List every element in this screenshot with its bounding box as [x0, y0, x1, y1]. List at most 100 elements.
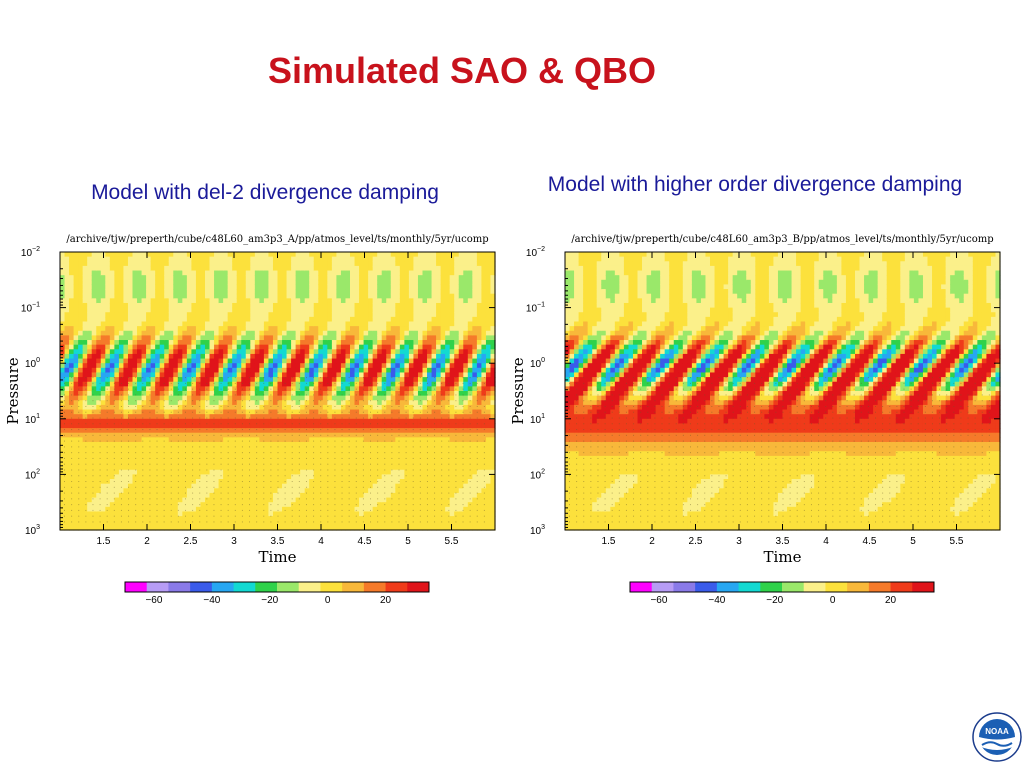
heatmap-cell	[295, 432, 301, 438]
heatmap-cell	[404, 279, 410, 286]
heatmap-cell	[155, 492, 161, 499]
heatmap-cell	[159, 460, 165, 466]
heatmap-cell	[69, 400, 75, 406]
heatmap-cell	[127, 289, 134, 295]
heatmap-cell	[313, 400, 319, 406]
heatmap-cell	[64, 502, 70, 508]
heatmap-cell	[277, 492, 283, 499]
heatmap-cell	[350, 511, 356, 517]
heatmap-cell	[250, 256, 256, 262]
heatmap-cell	[268, 497, 274, 503]
heatmap-cell	[186, 344, 193, 350]
heatmap-cell	[123, 275, 129, 281]
heatmap-cell	[350, 293, 356, 299]
heatmap-cell	[331, 395, 338, 401]
heatmap-cell	[431, 400, 437, 406]
heatmap-cell	[408, 256, 415, 262]
heatmap-cell	[91, 404, 97, 411]
heatmap-cell	[422, 409, 428, 415]
heatmap-cell	[241, 293, 247, 299]
heatmap-cell	[164, 395, 170, 401]
heatmap-cell	[146, 460, 152, 466]
heatmap-cell	[118, 284, 125, 290]
heatmap-cell	[386, 302, 392, 309]
heatmap-cell	[291, 446, 297, 452]
heatmap-cell	[132, 344, 138, 350]
heatmap-cell	[340, 335, 347, 341]
heatmap-cell	[336, 344, 342, 350]
heatmap-cell	[177, 367, 183, 374]
heatmap-cell	[427, 358, 433, 364]
heatmap-cell	[146, 256, 152, 262]
heatmap-cell	[168, 502, 174, 508]
heatmap-cell	[259, 377, 265, 383]
heatmap-cell	[182, 432, 188, 438]
heatmap-cell	[191, 474, 197, 480]
heatmap-cell	[381, 381, 387, 387]
heatmap-cell	[150, 363, 156, 369]
heatmap-cell	[241, 256, 247, 262]
heatmap-cell	[309, 326, 315, 332]
heatmap-cell	[132, 502, 138, 508]
heatmap-cell	[100, 460, 106, 466]
heatmap-cell	[141, 395, 147, 401]
heatmap-cell	[96, 492, 102, 499]
heatmap-cell	[82, 497, 88, 503]
heatmap-cell	[82, 312, 88, 318]
heatmap-cell	[132, 506, 138, 513]
heatmap-cell	[381, 520, 387, 526]
heatmap-cell	[91, 372, 97, 378]
heatmap-cell	[386, 298, 392, 304]
heatmap-cell	[118, 312, 125, 318]
heatmap-cell	[209, 516, 215, 522]
heatmap-cell	[205, 298, 211, 304]
heatmap-cell	[340, 497, 347, 503]
heatmap-cell	[159, 358, 165, 364]
heatmap-cell	[345, 488, 351, 494]
heatmap-cell	[395, 270, 401, 276]
heatmap-cell	[359, 391, 365, 397]
heatmap-cell	[69, 525, 75, 531]
heatmap-cell	[259, 349, 265, 355]
heatmap-cell	[236, 432, 242, 438]
heatmap-cell	[146, 367, 152, 374]
heatmap-cell	[127, 316, 134, 323]
heatmap-cell	[313, 326, 319, 332]
heatmap-cell	[431, 363, 437, 369]
heatmap-cell	[322, 321, 328, 327]
heatmap-cell	[422, 414, 428, 420]
heatmap-cell	[82, 307, 88, 313]
heatmap-cell	[182, 497, 188, 503]
heatmap-cell	[359, 270, 365, 276]
heatmap-cell	[164, 293, 170, 299]
heatmap-cell	[118, 455, 125, 462]
heatmap-cell	[164, 409, 170, 415]
heatmap-cell	[431, 483, 437, 489]
heatmap-cell	[386, 432, 392, 438]
heatmap-cell	[282, 465, 288, 471]
heatmap-cell	[186, 418, 193, 425]
heatmap-cell	[250, 321, 256, 327]
heatmap-cell	[431, 418, 437, 425]
heatmap-cell	[263, 298, 270, 304]
file-path-label: /archive/tjw/preperth/cube/c48L60_am3p3_…	[66, 234, 488, 245]
heatmap-cell	[191, 465, 197, 471]
heatmap-cell	[114, 321, 120, 327]
heatmap-cell	[291, 298, 297, 304]
heatmap-cell	[263, 418, 270, 425]
heatmap-cell	[186, 520, 193, 526]
heatmap-cell	[286, 340, 292, 346]
heatmap-cell	[322, 506, 328, 513]
heatmap-cell	[386, 506, 392, 513]
heatmap-cell	[381, 358, 387, 364]
heatmap-cell	[345, 335, 351, 341]
heatmap-cell	[132, 353, 138, 360]
heatmap-cell	[263, 479, 270, 485]
heatmap-cell	[345, 293, 351, 299]
heatmap-cell	[372, 418, 378, 425]
heatmap-cell	[141, 256, 147, 262]
heatmap-cell	[109, 409, 115, 415]
heatmap-cell	[73, 525, 79, 531]
heatmap-cell	[227, 321, 233, 327]
heatmap-cell	[164, 252, 170, 258]
